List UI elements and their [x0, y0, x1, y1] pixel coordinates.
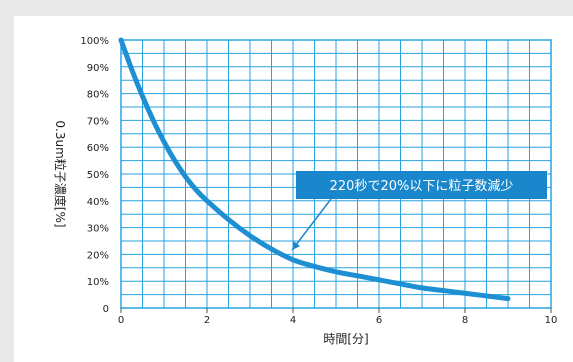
- x-tick-label: 10: [545, 315, 558, 326]
- y-tick-label: 40%: [87, 197, 109, 208]
- annotation-arrowhead: [292, 241, 301, 251]
- x-axis-label: 時間[分]: [323, 332, 368, 346]
- x-tick-label: 0: [118, 315, 124, 326]
- annotation: 220秒で20%以下に粒子数減少: [291, 171, 547, 251]
- y-tick-label: 0: [103, 304, 109, 315]
- annotation-text: 220秒で20%以下に粒子数減少: [330, 178, 514, 194]
- series-line: [118, 37, 511, 302]
- annotation-box: [296, 171, 547, 199]
- y-tick-label: 100%: [80, 36, 109, 47]
- y-tick-label: 60%: [87, 143, 109, 154]
- y-tick-label: 90%: [87, 63, 109, 74]
- y-tick-label: 50%: [87, 170, 109, 181]
- series-layer: [118, 37, 511, 302]
- y-tick-label: 30%: [87, 224, 109, 235]
- x-tick-label: 4: [290, 315, 296, 326]
- y-tick-label: 10%: [87, 277, 109, 288]
- y-tick-label: 80%: [87, 90, 109, 101]
- x-tick-label: 6: [376, 315, 382, 326]
- x-tick-label: 2: [204, 315, 210, 326]
- plot-frame: [120, 39, 552, 309]
- y-axis-label: 0.3um粒子濃度[%]: [53, 120, 68, 227]
- axes: 0 2 4 6 8 10 0 10% 20% 30% 40% 50% 60% 70% 80% 90% 100%: [80, 36, 557, 326]
- y-tick-label: 70%: [87, 116, 109, 127]
- y-tick-label: 20%: [87, 250, 109, 261]
- x-tick-label: 8: [462, 315, 468, 326]
- annotation-arrow: [291, 198, 332, 251]
